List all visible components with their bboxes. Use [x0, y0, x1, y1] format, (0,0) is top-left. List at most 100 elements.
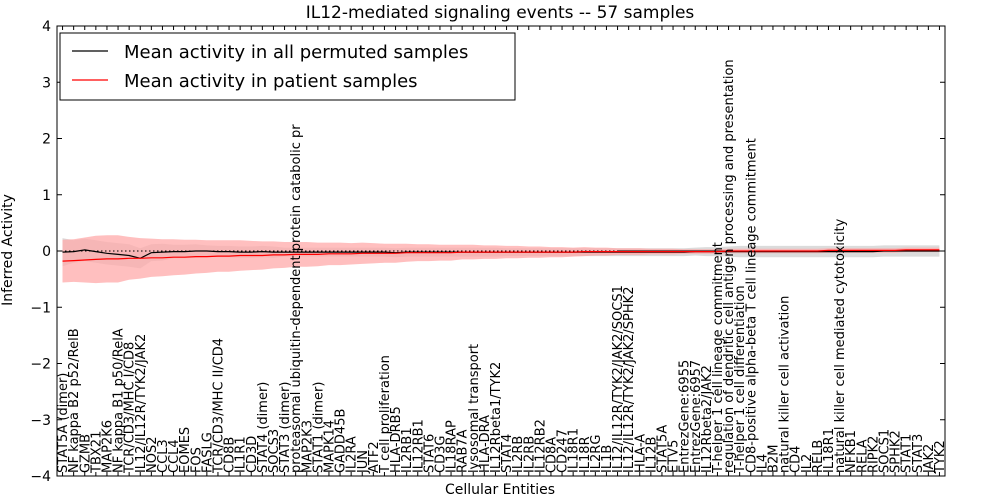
x-tick-label: RAB7A [456, 429, 471, 473]
x-tick-label: NOS2 [145, 436, 160, 472]
x-tick-label: MAP2K6 [100, 420, 115, 473]
x-tick-label: CD4 [789, 446, 804, 473]
y-tick-label: 3 [42, 75, 51, 91]
x-tick-label: IL2RB [511, 436, 526, 473]
x-tick-label: IL12/IL12R/TYK2/JAK2/SPHK2 [622, 287, 637, 473]
x-tick-label: HLA-A [633, 434, 648, 473]
x-tick-label: STAT5A (dimer) [56, 373, 71, 473]
y-tick-label: −3 [30, 413, 51, 429]
x-tick-label: IL12Rbeta1/TYK2 [489, 362, 504, 473]
x-tick-label: GADD45B [334, 409, 349, 473]
x-tick-label: RIPK2 [866, 436, 881, 474]
x-tick-label: SPHK2 [889, 430, 904, 473]
x-tick-label: T-helper 1 cell differentiation [733, 285, 748, 474]
confidence-bands [62, 235, 940, 284]
x-tick-label: JAK2 [922, 444, 937, 474]
x-tick-label: proteasomal ubiquitin-dependent protein … [289, 124, 304, 473]
x-tick-label: EOMES [178, 427, 193, 473]
x-tick-label: IL1B [600, 445, 615, 473]
x-tick-label: EntrezGene:6955 [678, 360, 693, 473]
y-axis-label: Inferred Activity [0, 194, 16, 306]
x-tick-label: IL2RB1 [400, 427, 415, 473]
x-tick-label: ETV5 [667, 440, 682, 473]
x-tick-label: SOCS1 [877, 429, 892, 473]
x-tick-label: NF kappa B1 p50/RelA [112, 328, 127, 473]
band-patient [62, 235, 940, 284]
x-tick-label: IL12Rbeta2/JAK2 [700, 365, 715, 473]
x-tick-label: MAPK14 [322, 420, 337, 473]
x-tick-label: STAT3 (dimer) [278, 382, 293, 473]
x-tick-label: CD3D [245, 436, 260, 473]
x-tick-label: STAT1 [900, 434, 915, 473]
y-tick-label: −2 [30, 357, 51, 373]
x-tick-label: SOCS3 [267, 429, 282, 473]
x-tick-label: natural killer cell mediated cytotoxicit… [833, 218, 848, 473]
x-tick-label: B2M [766, 445, 781, 473]
x-tick-label: CD8A [545, 437, 560, 473]
x-tick-label: IL18R1 [567, 428, 582, 473]
y-tick-label: 2 [42, 132, 51, 148]
x-tick-label: TCR/CD3/MHC I/CD8 [123, 342, 138, 474]
x-tick-label: regulation of dendritic cell antigen pro… [722, 59, 737, 473]
x-tick-label: IL1R1 [234, 436, 249, 473]
x-tick-label: EntrezGene:6957 [689, 360, 704, 473]
x-tick-label: IL4 [755, 454, 770, 473]
x-tick-label: HLA-DRB5 [389, 406, 404, 473]
x-tick-label: NF kappa B2 p52/RelB [67, 328, 82, 473]
x-tick-label: CD8-positive alpha-beta T cell lineage c… [744, 138, 759, 473]
x-tick-label: lysosomal transport [467, 344, 482, 473]
x-tick-label: STAT3 [911, 434, 926, 473]
y-tick-label: 1 [42, 188, 51, 204]
x-tick-label: IL18RAP [445, 420, 460, 473]
x-tick-label: IL12/IL12R/TYK2/JAK2 [134, 334, 149, 473]
x-tick-label: CD3G [433, 436, 448, 473]
x-tick-label: STAT4 [500, 434, 515, 473]
x-tick-label: T-helper 1 cell lineage commitment [711, 242, 726, 474]
x-tick-label: IL12/IL12R/TYK2/JAK2/SOCS1 [611, 285, 626, 473]
x-tick-label: IL2RA [345, 436, 360, 473]
x-tick-label: RELA [855, 439, 870, 473]
x-tick-label: IL12B [644, 437, 659, 474]
x-tick-label: IL2RG [589, 435, 604, 473]
series-lines [62, 249, 940, 262]
x-tick-label: T cell proliferation [378, 355, 393, 474]
y-tick-label: 4 [42, 19, 51, 35]
x-tick-label: ATF2 [367, 441, 382, 473]
x-tick-label: STAT6 [422, 434, 437, 473]
x-tick-label: IL12RB2 [533, 419, 548, 473]
x-tick-label: FOS [189, 447, 204, 473]
x-tick-label: HLA-DRA [478, 415, 493, 473]
x-tick-label: GZMB [78, 434, 93, 473]
y-tick-label: −1 [30, 300, 51, 316]
x-tick-label: CD247 [556, 429, 571, 473]
x-tick-label: TCR/CD3/MHC II/CD4 [211, 338, 226, 474]
x-axis-label: Cellular Entities [445, 482, 555, 498]
x-tick-label: CD8B [223, 437, 238, 473]
y-tick-label: 0 [42, 244, 51, 260]
axes: 4 3 2 1 0 −1 −2 −3 −4 [30, 19, 946, 485]
x-tick-label: TYK2 [933, 440, 948, 474]
x-tick-label: CCL3 [156, 439, 171, 473]
legend-label-patient: Mean activity in patient samples [124, 71, 418, 92]
legend-frame [59, 32, 516, 101]
x-tick-label: natural killer cell activation [778, 296, 793, 473]
x-tick-label: STAT5A [655, 425, 670, 473]
series-line-patient [62, 249, 940, 262]
x-tick-label: IL2RB [522, 436, 537, 473]
x-tick-label: RELB [811, 440, 826, 473]
x-tick-label: CCL4 [167, 439, 182, 473]
x-tick-label: IL18R [578, 436, 593, 473]
x-tick-label: TBX21 [89, 431, 104, 474]
x-tick-label: NFKB1 [844, 430, 859, 473]
x-tick-label: IL2 [800, 454, 815, 473]
chart-title: IL12-mediated signaling events -- 57 sam… [306, 3, 695, 23]
x-tick-label: JUN [356, 450, 371, 474]
x-tick-label: FASLG [200, 432, 215, 473]
x-tick-label: MAP2K3 [300, 420, 315, 473]
x-tick-label: STAT1 (dimer) [311, 382, 326, 473]
x-tick-label: IL18R1 [822, 428, 837, 473]
legend: Mean activity in all permuted samples Me… [59, 32, 516, 101]
x-tick-label: STAT4 (dimer) [256, 382, 271, 473]
y-tick-label: −4 [30, 469, 51, 485]
